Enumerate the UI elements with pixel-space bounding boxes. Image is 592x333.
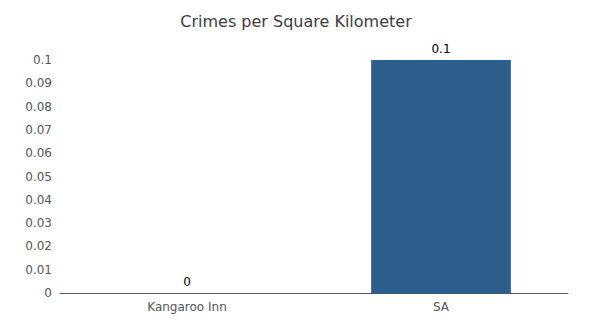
svg-text:0: 0 xyxy=(183,275,191,289)
svg-text:0.01: 0.01 xyxy=(25,263,52,277)
svg-text:0.09: 0.09 xyxy=(25,76,52,90)
svg-text:0.02: 0.02 xyxy=(25,239,52,253)
svg-text:Crimes per Square Kilometer: Crimes per Square Kilometer xyxy=(180,12,412,31)
svg-text:0.1: 0.1 xyxy=(431,42,450,56)
svg-text:0.08: 0.08 xyxy=(25,100,52,114)
svg-text:0.06: 0.06 xyxy=(25,146,52,160)
svg-text:0.07: 0.07 xyxy=(25,123,52,137)
svg-text:0.04: 0.04 xyxy=(25,193,52,207)
svg-text:0.1: 0.1 xyxy=(33,53,52,67)
svg-text:Kangaroo Inn: Kangaroo Inn xyxy=(147,300,227,314)
svg-text:0: 0 xyxy=(44,286,52,300)
svg-text:0.03: 0.03 xyxy=(25,216,52,230)
svg-text:0.05: 0.05 xyxy=(25,170,52,184)
svg-text:SA: SA xyxy=(433,300,450,314)
